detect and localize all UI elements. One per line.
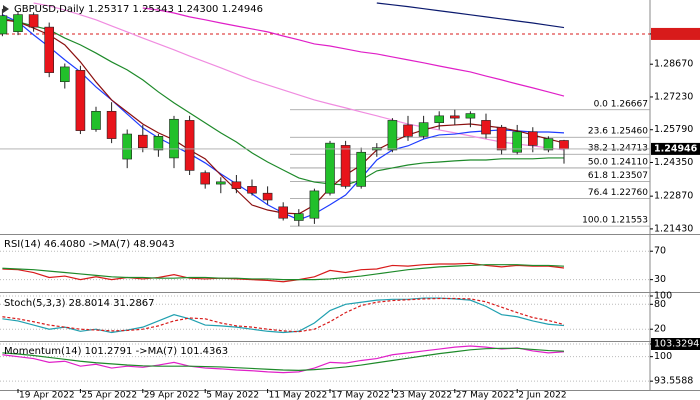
candle-body xyxy=(309,190,320,219)
candle-body xyxy=(169,118,179,159)
panel-title: Stoch(5,3,3) 28.8014 31.2867 xyxy=(4,298,155,309)
indicator-line xyxy=(33,2,565,151)
candle-body xyxy=(496,126,507,151)
x-tick-label: 25 Apr 2022 xyxy=(81,391,137,400)
indicator-line xyxy=(142,7,565,97)
candle-body xyxy=(356,151,367,187)
indicator-line xyxy=(2,297,565,334)
last-price-label: 1.24946 xyxy=(654,143,698,154)
candle-body xyxy=(216,181,226,185)
chart-title: GBPUSD,Daily xyxy=(14,4,85,15)
x-tick-label: 29 Apr 2022 xyxy=(144,391,200,400)
fib-label: 0.0 1.26667 xyxy=(594,99,648,109)
candle-body xyxy=(91,110,101,130)
candle-body xyxy=(153,136,164,151)
y-tick-label: 1.22870 xyxy=(654,191,693,202)
candle-body xyxy=(340,145,351,187)
fib-label: 76.4 1.22760 xyxy=(588,188,648,198)
last-price-box xyxy=(651,142,700,155)
candle-body xyxy=(325,142,335,194)
candle-body xyxy=(184,120,195,171)
y-tick-label: 100 xyxy=(654,291,672,302)
indicator-line xyxy=(2,345,565,374)
candle-body xyxy=(262,192,273,201)
candle-body xyxy=(403,124,413,137)
x-tick-label: 27 May 2022 xyxy=(456,391,515,400)
candle-body xyxy=(559,140,569,150)
y-tick-label: 1.24350 xyxy=(654,157,693,168)
y-tick-label: 30 xyxy=(654,274,666,285)
candle-body xyxy=(28,14,39,28)
panel-title: Momentum(14) 101.2791 ->MA(7) 101.4363 xyxy=(4,346,228,357)
candle-body xyxy=(59,66,70,83)
fib-label: 50.0 1.24110 xyxy=(588,157,648,167)
candle-body xyxy=(512,131,523,153)
y-tick-label: 100 xyxy=(654,351,672,362)
candle-body xyxy=(0,15,8,35)
chart-ohlc: 1.25317 1.25343 1.24300 1.24946 xyxy=(88,4,263,15)
y-tick-label: 1.21430 xyxy=(654,223,693,234)
candle-body xyxy=(527,131,538,146)
y-tick-label: 93.5588 xyxy=(654,376,693,387)
title-icon xyxy=(3,5,9,13)
y-tick-label: 1.27230 xyxy=(654,91,693,102)
x-tick-label: 19 Apr 2022 xyxy=(19,391,75,400)
panel-title: RSI(14) 46.4080 ->MA(7) 48.9043 xyxy=(4,239,175,250)
tick-box xyxy=(651,338,700,350)
indicator-line xyxy=(2,264,565,281)
indicator-line xyxy=(2,17,564,186)
candle-body xyxy=(465,113,476,119)
candle-body xyxy=(44,26,55,73)
indicator-line xyxy=(2,262,565,283)
y-tick-label: 20 xyxy=(654,324,666,335)
candle-body xyxy=(293,213,304,221)
level-box xyxy=(651,27,700,40)
indicator-line xyxy=(376,2,565,29)
candle-body xyxy=(200,172,210,185)
y-tick-label: 70 xyxy=(654,246,666,257)
candle-body xyxy=(449,115,460,119)
candle-body xyxy=(13,14,23,32)
candle-body xyxy=(387,120,398,151)
candle-body xyxy=(247,186,257,194)
y-tick-label: 103.3294 xyxy=(654,339,699,350)
candle-body xyxy=(278,206,289,219)
candle-body xyxy=(543,138,554,151)
fib-label: 100.0 1.21553 xyxy=(582,216,648,226)
candle-body xyxy=(122,133,132,160)
x-tick-label: 5 May 2022 xyxy=(206,391,259,400)
fib-label: 23.6 1.25460 xyxy=(588,127,648,137)
candle-body xyxy=(106,110,117,139)
candle-body xyxy=(481,120,491,135)
candle-body xyxy=(231,181,242,189)
fib-label: 61.8 1.23507 xyxy=(588,171,648,181)
candle-body xyxy=(138,134,148,148)
y-tick-label: 80 xyxy=(654,299,666,310)
candle-body xyxy=(418,122,429,137)
x-tick-label: 17 May 2022 xyxy=(331,391,390,400)
candle-body xyxy=(75,70,86,131)
x-tick-label: 23 May 2022 xyxy=(393,391,452,400)
y-tick-label: 1.25790 xyxy=(654,124,693,135)
candle-body xyxy=(434,115,445,123)
x-tick-label: 2 Jun 2022 xyxy=(518,391,566,400)
indicator-line xyxy=(2,347,565,371)
x-tick-label: 11 May 2022 xyxy=(269,391,328,400)
y-tick-label: 1.28670 xyxy=(654,59,693,70)
